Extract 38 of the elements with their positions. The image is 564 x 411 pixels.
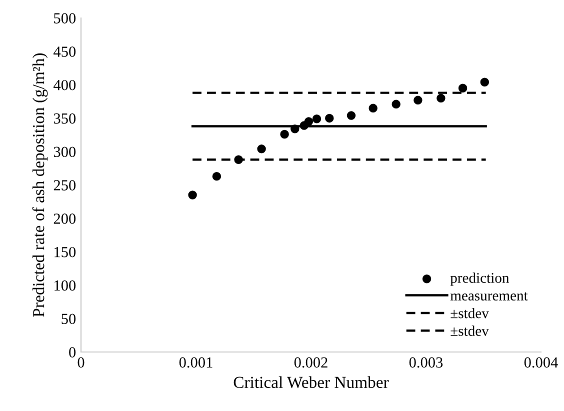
y-tick-label: 150 bbox=[54, 246, 76, 258]
point bbox=[234, 155, 243, 164]
y-tick-label: 400 bbox=[54, 80, 76, 90]
point bbox=[212, 172, 222, 181]
point bbox=[392, 100, 400, 109]
y-tick-label: 350 bbox=[54, 113, 76, 124]
point bbox=[480, 78, 490, 86]
y-tick-label: 450 bbox=[54, 46, 76, 57]
legend-label: measurement bbox=[450, 292, 528, 301]
y-tick-label: 50 bbox=[62, 314, 76, 324]
y-tick-label: 250 bbox=[54, 180, 76, 190]
y-tick-label: 100 bbox=[54, 280, 76, 291]
point bbox=[290, 124, 300, 134]
point bbox=[458, 84, 468, 93]
legend-label: ±stdev bbox=[450, 326, 489, 336]
x-tick-label: 0.004 bbox=[524, 357, 558, 368]
point bbox=[436, 94, 446, 103]
x-tick-label: 0.003 bbox=[409, 357, 443, 368]
x-tick-label: 0.002 bbox=[294, 357, 328, 368]
point bbox=[325, 114, 334, 123]
point bbox=[257, 144, 266, 154]
y-axis-title: Predicted rate of ash deposition (g/m²h) bbox=[32, 53, 48, 317]
point bbox=[312, 114, 322, 124]
point bbox=[346, 111, 356, 120]
y-tick-label: 500 bbox=[54, 13, 76, 24]
y-tick-label: 300 bbox=[54, 146, 76, 158]
point bbox=[368, 104, 378, 113]
y-tick-label: 200 bbox=[54, 214, 76, 224]
x-axis-title: Critical Weber Number bbox=[234, 376, 389, 388]
legend-label: prediction bbox=[450, 272, 510, 286]
x-tick-label: 0 bbox=[78, 357, 84, 368]
legend-label: ±stdev bbox=[450, 308, 489, 318]
x-tick-label: 0.001 bbox=[179, 357, 212, 368]
point bbox=[280, 130, 289, 139]
point bbox=[188, 190, 197, 200]
y-tick-label: 0 bbox=[69, 347, 76, 358]
point bbox=[304, 117, 314, 126]
point bbox=[414, 96, 422, 105]
